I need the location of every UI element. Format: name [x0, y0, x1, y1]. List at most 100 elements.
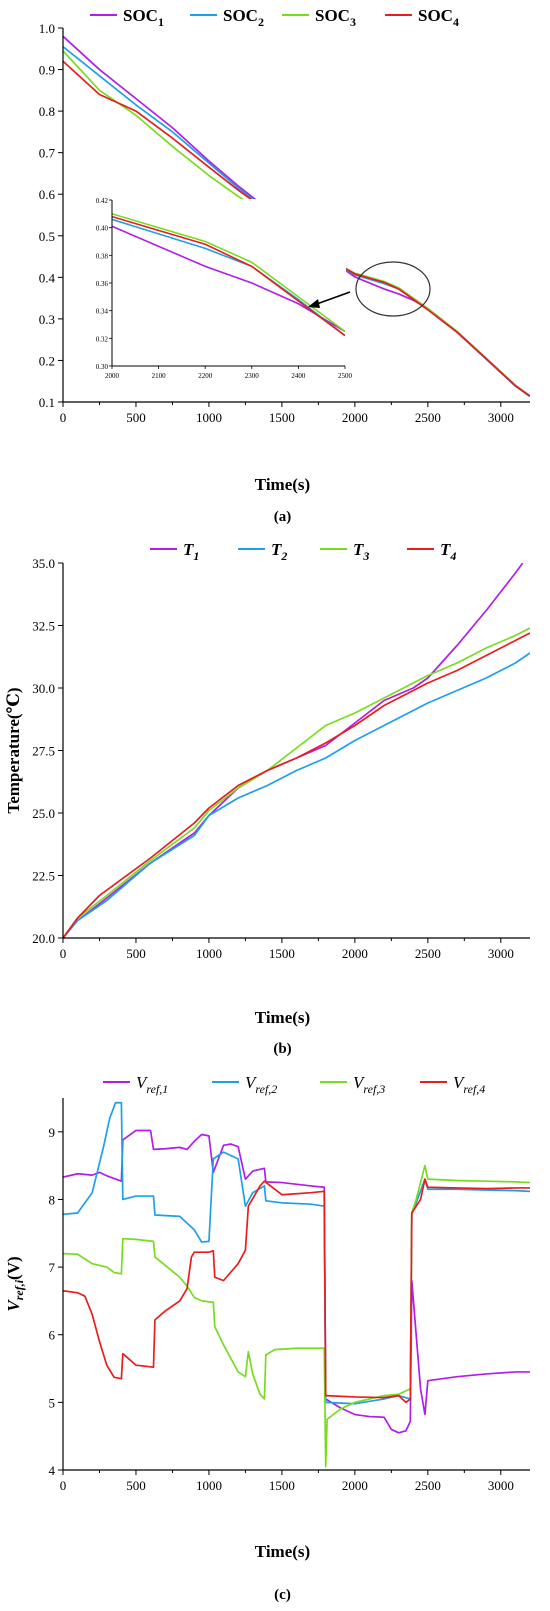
legend-label-1: T1 [183, 540, 199, 563]
y-label-suffix: (V) [4, 1256, 23, 1280]
y-tick-label: 6 [49, 1328, 56, 1343]
y-tick-label: 4 [49, 1463, 56, 1478]
y-tick-label: 0.9 [39, 63, 55, 78]
panel-label: (a) [274, 509, 292, 525]
legend: T1 T2 T3 T4 [150, 540, 456, 563]
x-tick-label: 3000 [488, 946, 514, 961]
y-tick-label: 0.7 [39, 146, 56, 161]
inset-x-tick-label: 2300 [245, 372, 260, 380]
series-group [63, 563, 530, 938]
legend-name: V [245, 1073, 258, 1092]
chart-0: 0 500 1000 1500 2000 2500 3000 0.1 0.2 0.3 0.4 0.5 0… [39, 6, 530, 525]
series-line-4 [63, 632, 530, 938]
legend-name: T [440, 540, 451, 559]
x-tick-label: 500 [126, 1478, 146, 1493]
series-line-2 [63, 652, 530, 938]
inset-series-line-4 [112, 215, 345, 337]
legend-label-1: Vref,1 [136, 1073, 168, 1096]
inset-x-tick-label: 2200 [198, 372, 213, 380]
legend-sub: ref,1 [146, 1082, 168, 1096]
series-line-1 [63, 1129, 530, 1434]
legend-name: T [353, 540, 364, 559]
y-axis-label: Vref,i(V) [4, 1256, 26, 1311]
x-tick-label: 2500 [415, 946, 441, 961]
legend-name: SOC [418, 6, 453, 25]
y-tick-label: 27.5 [32, 744, 55, 759]
y-label-main: V [4, 1299, 23, 1312]
x-tick-label: 2000 [342, 946, 368, 961]
inset-y-tick-label: 0.32 [96, 335, 109, 343]
legend-sub: ref,4 [463, 1082, 485, 1096]
panel-label: (c) [274, 1587, 291, 1603]
legend-sub: 2 [258, 15, 264, 29]
y-tick-label: 32.5 [32, 619, 55, 634]
legend-sub: ref,2 [255, 1082, 277, 1096]
legend-label-1: SOC1 [123, 6, 164, 29]
panel-label: (b) [273, 1041, 291, 1057]
inset-series-group [112, 213, 345, 337]
x-tick-label: 0 [60, 410, 67, 425]
legend: SOC1 SOC2 SOC3 SOC4 [90, 6, 459, 29]
inset-x-tick-label: 2100 [152, 372, 167, 380]
legend-name: SOC [223, 6, 258, 25]
x-tick-label: 0 [60, 946, 67, 961]
x-axis-label: Time(s) [255, 475, 310, 494]
x-tick-label: 1500 [269, 1478, 295, 1493]
x-tick-label: 1000 [196, 410, 222, 425]
inset-y-tick-label: 0.36 [96, 280, 109, 288]
y-tick-label: 30.0 [32, 681, 55, 696]
y-tick-label: 0.3 [39, 312, 55, 327]
legend-label-3: SOC3 [315, 6, 356, 29]
y-tick-label: 8 [49, 1192, 56, 1207]
legend-sub: 3 [350, 15, 356, 29]
y-tick-label: 0.6 [39, 187, 56, 202]
x-tick-label: 3000 [488, 1478, 514, 1493]
series-line-4 [63, 1178, 530, 1404]
legend-label-4: T4 [440, 540, 456, 563]
legend-sub: 1 [158, 15, 164, 29]
inset-y-tick-label: 0.34 [96, 308, 109, 316]
x-tick-label: 500 [126, 410, 146, 425]
x-tick-label: 2000 [342, 410, 368, 425]
zoom-ellipse [355, 261, 431, 317]
y-tick-label: 0.5 [39, 229, 55, 244]
inset-x-tick-label: 2500 [338, 372, 353, 380]
y-tick-label: 9 [49, 1125, 56, 1140]
y-axis-label: Temperature(℃) [4, 687, 23, 813]
y-tick-label: 0.1 [39, 395, 55, 410]
x-tick-label: 3000 [488, 410, 514, 425]
series-line-2 [63, 1101, 530, 1405]
legend-sub: ref,3 [363, 1082, 385, 1096]
legend-label-2: SOC2 [223, 6, 264, 29]
x-axis-label: Time(s) [255, 1008, 310, 1027]
legend-name: T [183, 540, 194, 559]
legend-name: T [271, 540, 282, 559]
x-tick-label: 2000 [342, 1478, 368, 1493]
x-tick-label: 1000 [196, 1478, 222, 1493]
chart-2: 0 500 1000 1500 2000 2500 3000 4 5 6 7 8 9 Time(s) (c)… [4, 1073, 530, 1603]
y-tick-label: 1.0 [39, 21, 55, 36]
legend-label-3: Vref,3 [353, 1073, 385, 1096]
series-group [63, 1101, 530, 1468]
legend: Vref,1 Vref,2 Vref,3 Vref,4 [103, 1073, 485, 1096]
y-tick-label: 20.0 [32, 931, 55, 946]
y-tick-label: 22.5 [32, 869, 55, 884]
inset-y-tick-label: 0.42 [96, 197, 109, 205]
x-tick-label: 500 [126, 946, 146, 961]
inset-y-tick-label: 0.38 [96, 252, 109, 260]
legend-sub: 3 [362, 549, 369, 563]
legend-sub: 2 [280, 549, 287, 563]
inset-bg [111, 199, 346, 367]
legend-name: SOC [315, 6, 350, 25]
x-tick-label: 2500 [415, 1478, 441, 1493]
legend-label-2: T2 [271, 540, 287, 563]
legend-name: V [353, 1073, 366, 1092]
x-tick-label: 2500 [415, 410, 441, 425]
legend-name: V [453, 1073, 466, 1092]
x-tick-label: 1500 [269, 946, 295, 961]
inset-y-tick-label: 0.30 [96, 363, 109, 371]
inset-x-tick-label: 2000 [105, 372, 120, 380]
inset-y-tick-label: 0.40 [96, 225, 109, 233]
legend-label-3: T3 [353, 540, 369, 563]
